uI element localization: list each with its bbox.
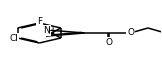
Text: F: F: [37, 17, 42, 26]
Text: O: O: [106, 38, 113, 47]
Text: H: H: [47, 27, 53, 36]
Text: O: O: [127, 28, 134, 37]
Text: Cl: Cl: [9, 34, 18, 43]
Text: N: N: [43, 26, 50, 35]
